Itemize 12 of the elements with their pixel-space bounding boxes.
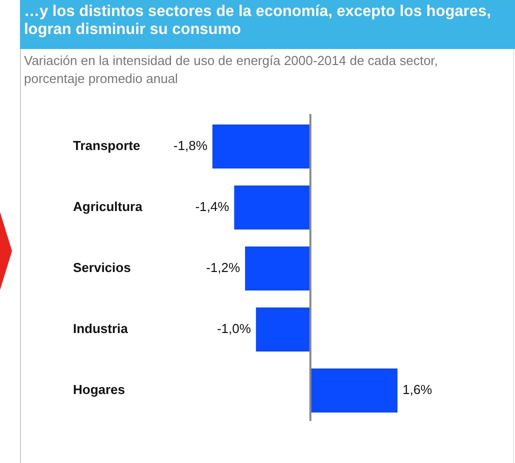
data-label: -1,0% [216, 321, 252, 336]
y-tick-label: Hogares [73, 382, 126, 398]
data-label: -1,4% [195, 199, 230, 214]
y-tick-label: Servicios [73, 260, 131, 276]
data-label: 1,6% [402, 382, 433, 398]
y-tick-label: Agricultura [73, 199, 144, 214]
y-tick-label: Industria [73, 321, 129, 336]
chart-title: …y los distintos sectores de la economía, excepto los hogares, logran disminuir su consumo [20, 0, 515, 49]
y-tick-label: Transporte [73, 138, 140, 154]
chart-subtitle: Variación en la intensidad de uso de energía 2000-2014 de cada sector, porcentaje promedio anual [24, 52, 439, 88]
data-label: -1,2% [206, 260, 240, 276]
data-label: -1,8% [173, 138, 208, 154]
